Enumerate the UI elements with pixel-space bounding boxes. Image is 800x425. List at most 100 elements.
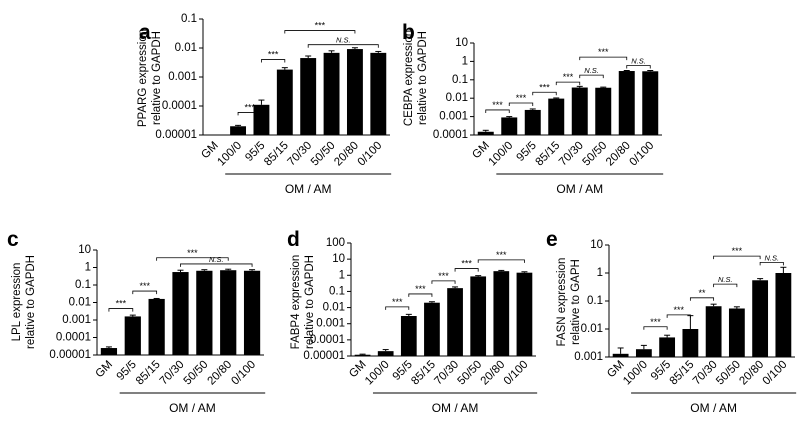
- y-axis-label: LPL expression: [11, 263, 23, 342]
- x-tick-label: 20/80: [604, 140, 633, 169]
- y-tick-label: 10: [332, 253, 345, 265]
- bar-100/0: [377, 351, 394, 356]
- panel-letter: e: [546, 228, 558, 251]
- bar-70/30: [300, 58, 317, 135]
- y-tick-label: 1: [462, 55, 468, 67]
- panel-letter: c: [7, 228, 19, 251]
- y-tick-label: 0.00001: [49, 349, 91, 361]
- y-tick-label: 100: [326, 237, 345, 249]
- bar-95/5: [124, 316, 141, 355]
- significance-bracket: [477, 259, 525, 263]
- y-tick-label: 0.01: [69, 297, 91, 309]
- bar-0/100: [243, 270, 261, 355]
- significance-label: ***: [563, 72, 574, 82]
- y-tick-label: 0.1: [75, 279, 91, 291]
- significance-label: ***: [732, 246, 743, 256]
- bar-0/100: [370, 52, 387, 136]
- y-tick-label: 0.0001: [56, 332, 91, 344]
- y-tick-label: 0.1: [181, 13, 197, 25]
- y-axis-label: relative to GAPDH: [151, 31, 163, 125]
- y-tick-label: 0.0001: [433, 129, 468, 141]
- significance-bracket: [284, 30, 356, 34]
- panel-letter: b: [402, 21, 415, 44]
- significance-bracket: [555, 81, 581, 86]
- bar-50/50: [196, 270, 213, 355]
- bar-GM: [354, 354, 371, 356]
- bar-85/15: [682, 329, 699, 357]
- y-tick-label: 1: [597, 267, 603, 279]
- significance-label: ***: [187, 248, 198, 258]
- chart-panel-e: e FASN expression relative to GAPH 0.001 0.0…: [546, 228, 797, 415]
- significance-bracket: [261, 59, 286, 63]
- group-label: OM / AM: [285, 182, 332, 196]
- bar-50/50: [595, 87, 612, 135]
- x-tick-label: 50/50: [581, 140, 610, 169]
- y-tick-label: 0.1: [452, 74, 468, 86]
- bar-95/5: [253, 104, 270, 135]
- significance-bracket: [454, 268, 479, 272]
- y-axis-label: CEBPA expression: [403, 30, 415, 126]
- y-tick-label: 0.01: [323, 302, 345, 314]
- bar-50/50: [323, 52, 340, 136]
- bar-85/15: [148, 298, 165, 355]
- y-tick-label: 1: [85, 262, 91, 274]
- bar-100/0: [230, 126, 247, 135]
- x-tick-label: 0/100: [356, 140, 385, 169]
- significance-bracket: [579, 56, 628, 61]
- y-axis-label: FASN expression: [556, 258, 568, 347]
- x-tick-label: 85/15: [534, 140, 563, 169]
- significance-label: ***: [492, 100, 503, 110]
- group-label: OM / AM: [432, 401, 479, 415]
- significance-bracket: [108, 308, 134, 312]
- significance-bracket: [237, 112, 262, 116]
- bar-100/0: [501, 117, 518, 135]
- y-tick-label: 10: [455, 37, 468, 49]
- y-tick-label: 0.001: [439, 111, 468, 123]
- y-tick-label: 10: [590, 239, 603, 251]
- y-tick-label: 0.001: [574, 351, 603, 363]
- bar-95/5: [659, 337, 676, 357]
- bar-50/50: [470, 276, 487, 356]
- significance-label: N.S.: [336, 36, 351, 45]
- y-axis-label: relative to GAPDH: [304, 255, 316, 349]
- bar-70/30: [172, 272, 189, 355]
- bar-85/15: [276, 69, 293, 135]
- x-tick-label: 0/100: [628, 140, 657, 169]
- significance-bracket: [713, 255, 761, 260]
- y-tick-label: 0.1: [329, 285, 345, 297]
- panel-letter: a: [139, 21, 151, 44]
- significance-bracket: [485, 109, 510, 113]
- y-tick-label: 0.01: [581, 323, 603, 335]
- x-tick-label: 50/50: [455, 359, 484, 388]
- y-axis-label: relative to GAPDH: [417, 31, 429, 125]
- significance-label: ***: [673, 305, 684, 315]
- chart-panel-c: c LPL expression relative to GAPDH 0.00001 0…: [7, 228, 266, 415]
- significance-label: ***: [516, 93, 527, 103]
- significance-bracket: [431, 280, 456, 284]
- x-tick-label: 20/80: [205, 359, 234, 388]
- y-axis-label: relative to GAPH: [570, 259, 582, 345]
- bar-85/15: [548, 98, 565, 135]
- significance-label: ***: [461, 259, 472, 269]
- y-tick-label: 1: [339, 269, 345, 281]
- significance-bracket: [180, 263, 253, 267]
- y-tick-label: 0.01: [175, 42, 197, 54]
- bar-20/80: [346, 49, 363, 135]
- significance-label: ***: [139, 281, 150, 291]
- bar-95/5: [524, 109, 541, 135]
- bar-0/100: [516, 272, 533, 356]
- significance-bracket: [643, 326, 668, 330]
- group-label: OM / AM: [169, 401, 216, 415]
- significance-label: ***: [268, 50, 279, 60]
- x-tick-label: 100/0: [363, 359, 392, 388]
- significance-bracket: [532, 91, 557, 96]
- bar-0/100: [642, 71, 659, 135]
- x-tick-label: 100/0: [621, 359, 650, 388]
- significance-label: N.S.: [631, 56, 646, 65]
- significance-bracket: [666, 314, 691, 318]
- x-tick-label: 20/80: [479, 359, 508, 388]
- x-tick-label: 85/15: [134, 359, 163, 388]
